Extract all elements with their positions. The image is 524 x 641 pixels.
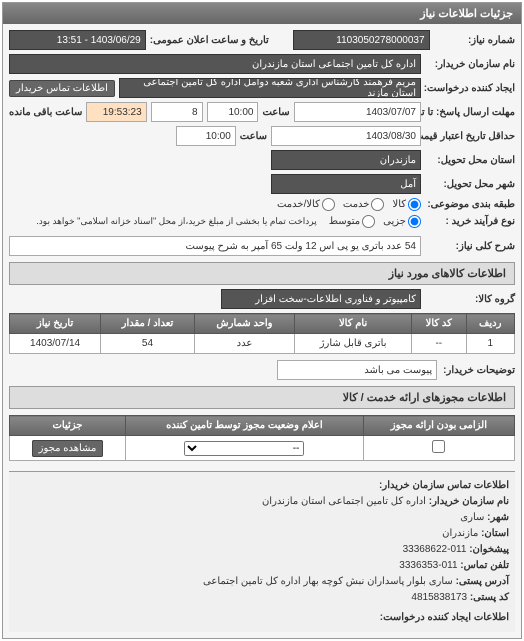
radio-kala[interactable]: کالا — [392, 198, 421, 211]
goods-th: تعداد / مقدار — [101, 314, 195, 334]
footer-info: اطلاعات تماس سازمان خریدار: نام سازمان خ… — [9, 471, 515, 632]
goods-cell: باتری قابل شارژ — [295, 334, 412, 354]
radio-kala-input[interactable] — [408, 198, 421, 211]
permit-cell-details: مشاهده مجوز — [10, 436, 126, 461]
footer-fax: تلفن تماس: 011-3336353 — [15, 558, 509, 574]
request-no-value: 1103050278000037 — [293, 30, 430, 50]
row-package: طبقه بندی موضوعی: کالا خدمت کالا/خدمت — [9, 198, 515, 211]
row-creator: ایجاد کننده درخواست: مریم فرهمند کارشناس… — [9, 78, 515, 98]
deadline-date: 1403/07/07 — [294, 102, 421, 122]
buyer-label: نام سازمان خریدار: — [425, 59, 515, 70]
request-no-label: شماره نیاز: — [434, 35, 515, 46]
goods-cell: 54 — [101, 334, 195, 354]
footer-org: نام سازمان خریدار: اداره کل تامین اجتماع… — [15, 494, 509, 510]
subject-label: شرح کلی نیاز: — [425, 241, 515, 252]
row-city: شهر محل تحویل: آمل — [9, 174, 515, 194]
validity-date: 1403/08/30 — [271, 126, 421, 146]
permit-th: الزامی بودن ارائه مجوز — [363, 416, 514, 436]
radio-jozi[interactable]: جزیی — [383, 215, 421, 228]
buyer-value: اداره کل تامین اجتماعی استان مازندران — [9, 54, 421, 74]
permit-required-checkbox[interactable] — [432, 440, 445, 453]
goods-th: واحد شمارش — [194, 314, 294, 334]
note-label: توضیحات خریدار: — [443, 365, 515, 376]
deadline-label: مهلت ارسال پاسخ: تا تاریخ: — [425, 107, 515, 118]
row-province: استان محل تحویل: مازندران — [9, 150, 515, 170]
panel-body: شماره نیاز: 1103050278000037 تاریخ و ساع… — [3, 24, 521, 638]
purchase-label: نوع فرآیند خرید : — [425, 216, 515, 227]
radio-khadmat-input[interactable] — [371, 198, 384, 211]
city-label: شهر محل تحویل: — [425, 179, 515, 190]
details-panel: جزئیات اطلاعات نیاز شماره نیاز: 11030502… — [2, 2, 522, 639]
public-date-value: 1403/06/29 - 13:51 — [9, 30, 146, 50]
footer-city: شهر: ساری — [15, 510, 509, 526]
goods-row: 1--باتری قابل شارژعدد541403/07/14 — [10, 334, 515, 354]
permit-status-select[interactable]: -- — [184, 441, 304, 456]
city-value: آمل — [271, 174, 421, 194]
goods-th: تاریخ نیاز — [10, 314, 101, 334]
contact-buyer-link[interactable]: اطلاعات تماس خریدار — [9, 80, 115, 97]
goods-th: کد کالا — [412, 314, 466, 334]
radio-both-input[interactable] — [322, 198, 335, 211]
permit-section-title: اطلاعات مجوزهای ارائه خدمت / کالا — [9, 386, 515, 409]
row-note: توضیحات خریدار: پیوست می باشد — [9, 360, 515, 380]
permit-table: الزامی بودن ارائه مجوزاعلام وضعیت مجوز ت… — [9, 415, 515, 461]
goods-cell: 1403/07/14 — [10, 334, 101, 354]
deadline-time-label: ساعت — [262, 107, 289, 118]
panel-header: جزئیات اطلاعات نیاز — [3, 3, 521, 24]
radio-jozi-input[interactable] — [408, 215, 421, 228]
row-request-no: شماره نیاز: 1103050278000037 تاریخ و ساع… — [9, 30, 515, 50]
remaining-days: 8 — [151, 102, 203, 122]
radio-motavaset[interactable]: متوسط — [329, 215, 375, 228]
goods-cell: -- — [412, 334, 466, 354]
row-purchase: نوع فرآیند خرید : جزیی متوسط پرداخت تمام… — [9, 215, 515, 228]
permit-th: اعلام وضعیت مجوز توسط تامین کننده — [125, 416, 363, 436]
remaining-time: 19:53:23 — [86, 102, 146, 122]
footer-req-creator: اطلاعات ایجاد کننده درخواست: — [15, 610, 509, 626]
subject-value: 54 عدد باتری یو پی اس 12 ولت 65 آمپر به … — [9, 236, 421, 256]
row-subject: شرح کلی نیاز: 54 عدد باتری یو پی اس 12 و… — [9, 236, 515, 256]
package-radios: کالا خدمت کالا/خدمت — [277, 198, 421, 211]
public-date-label: تاریخ و ساعت اعلان عمومی: — [150, 35, 269, 46]
row-group: گروه کالا: کامپیوتر و فناوری اطلاعات-سخت… — [9, 289, 515, 309]
footer-postal: کد پستی: 4815838173 — [15, 590, 509, 606]
footer-phone: پیشخوان: 011-33368622 — [15, 542, 509, 558]
creator-label: ایجاد کننده درخواست: — [425, 83, 515, 94]
row-buyer: نام سازمان خریدار: اداره کل تامین اجتماع… — [9, 54, 515, 74]
validity-label: حداقل تاریخ اعتبار قیمت: تا تاریخ: — [425, 131, 515, 142]
permit-cell-status: -- — [125, 436, 363, 461]
package-label: طبقه بندی موضوعی: — [425, 199, 515, 210]
radio-khadmat[interactable]: خدمت — [343, 198, 385, 211]
goods-table: ردیفکد کالانام کالاواحد شمارشتعداد / مقد… — [9, 313, 515, 354]
note-value: پیوست می باشد — [277, 360, 437, 380]
permit-th: جزئیات — [10, 416, 126, 436]
view-permit-button[interactable]: مشاهده مجوز — [32, 440, 104, 457]
radio-motavaset-input[interactable] — [362, 215, 375, 228]
row-deadline: مهلت ارسال پاسخ: تا تاریخ: 1403/07/07 سا… — [9, 102, 515, 122]
goods-th: ردیف — [466, 314, 514, 334]
permit-cell-required — [363, 436, 514, 461]
goods-th: نام کالا — [295, 314, 412, 334]
radio-both[interactable]: کالا/خدمت — [277, 198, 335, 211]
purchase-radios: جزیی متوسط — [329, 215, 421, 228]
goods-cell: 1 — [466, 334, 514, 354]
creator-value: مریم فرهمند کارشناس اداری شعبه دوآمل ادا… — [119, 78, 421, 98]
province-label: استان محل تحویل: — [425, 155, 515, 166]
goods-section-title: اطلاعات کالاهای مورد نیاز — [9, 262, 515, 285]
footer-title: اطلاعات تماس سازمان خریدار: — [15, 478, 509, 494]
validity-time: 10:00 — [176, 126, 236, 146]
row-validity: حداقل تاریخ اعتبار قیمت: تا تاریخ: 1403/… — [9, 126, 515, 146]
remaining-label: ساعت باقی مانده — [9, 107, 82, 118]
group-label: گروه کالا: — [425, 294, 515, 305]
permit-row: -- مشاهده مجوز — [10, 436, 515, 461]
footer-address: آدرس پستی: ساری بلوار پاسداران نبش کوچه … — [15, 574, 509, 590]
purchase-note: پرداخت تمام یا بخشی از مبلغ خرید،از محل … — [36, 216, 316, 227]
province-value: مازندران — [271, 150, 421, 170]
group-value: کامپیوتر و فناوری اطلاعات-سخت افزار — [221, 289, 421, 309]
validity-time-label: ساعت — [240, 131, 267, 142]
footer-province: استان: مازندران — [15, 526, 509, 542]
deadline-time: 10:00 — [207, 102, 259, 122]
goods-cell: عدد — [194, 334, 294, 354]
